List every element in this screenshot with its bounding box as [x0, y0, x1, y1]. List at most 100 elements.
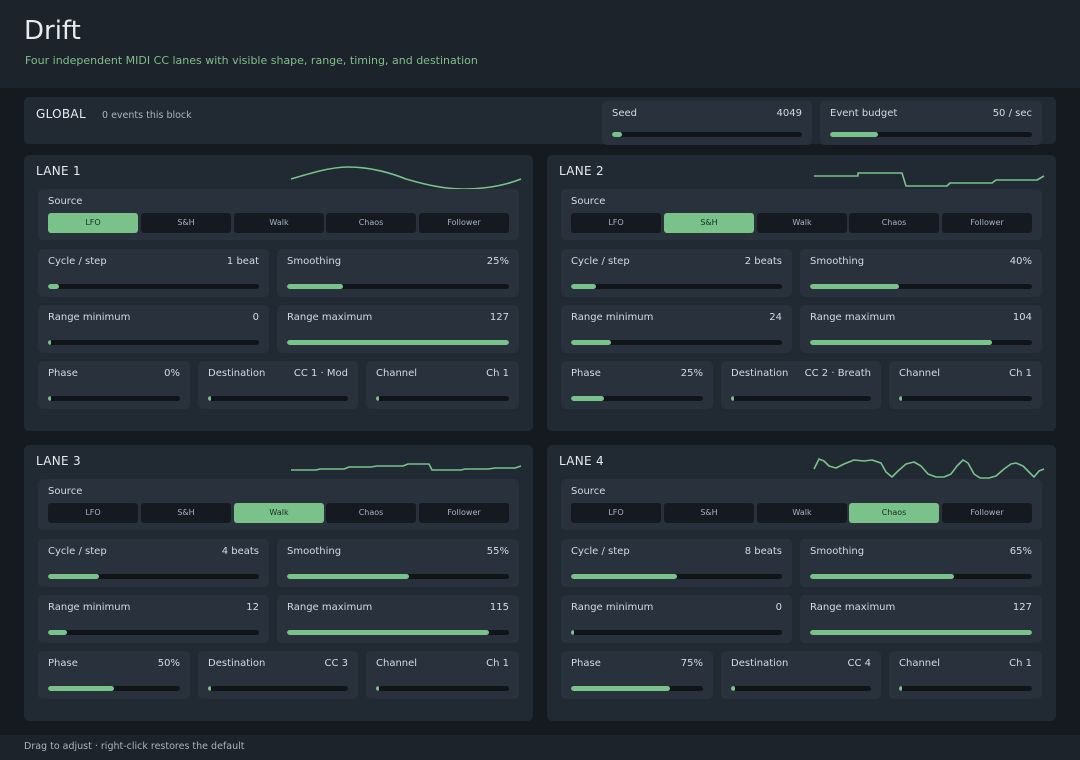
lane-3-phase-slider[interactable]: Phase 50%: [38, 651, 190, 699]
lane-2-cycle-value: 2 beats: [744, 256, 782, 267]
lane-3-cycle-track[interactable]: [48, 574, 259, 579]
lane-4-destination-track[interactable]: [731, 686, 871, 691]
lane-3-cycle-slider[interactable]: Cycle / step 4 beats: [38, 539, 269, 587]
lane-2-cycle-slider[interactable]: Cycle / step 2 beats: [561, 249, 792, 297]
lane-4-range-max-track[interactable]: [810, 630, 1032, 635]
lane-2-channel-slider[interactable]: Channel Ch 1: [889, 361, 1042, 409]
lane-4-source-follower-button[interactable]: Follower: [942, 503, 1032, 523]
lane-1-smoothing-slider[interactable]: Smoothing 25%: [277, 249, 519, 297]
lane-4-source-lfo-button[interactable]: LFO: [571, 503, 661, 523]
lane-2-range-min-slider[interactable]: Range minimum 24: [561, 305, 792, 353]
lane-1-phase-slider[interactable]: Phase 0%: [38, 361, 190, 409]
lane-1-source-sh-button[interactable]: S&H: [141, 213, 231, 233]
lane-1-range-min-slider[interactable]: Range minimum 0: [38, 305, 269, 353]
lane-1-source-lfo-button[interactable]: LFO: [48, 213, 138, 233]
lane-4-source-chaos-button[interactable]: Chaos: [849, 503, 939, 523]
lane-1-destination-slider[interactable]: Destination CC 1 · Mod: [198, 361, 358, 409]
lane-1-channel-track[interactable]: [376, 396, 509, 401]
lane-1-range-max-track[interactable]: [287, 340, 509, 345]
lane-4-channel-slider[interactable]: Channel Ch 1: [889, 651, 1042, 699]
lane-2-source-chaos-button[interactable]: Chaos: [849, 213, 939, 233]
lane-1-range-min-track[interactable]: [48, 340, 259, 345]
lane-3-channel-slider[interactable]: Channel Ch 1: [366, 651, 519, 699]
lane-4-smoothing-slider[interactable]: Smoothing 65%: [800, 539, 1042, 587]
lane-3-source-sh-button[interactable]: S&H: [141, 503, 231, 523]
lane-2-destination-track[interactable]: [731, 396, 871, 401]
lane-4-smoothing-label: Smoothing: [810, 546, 865, 557]
lane-3-source-lfo-button[interactable]: LFO: [48, 503, 138, 523]
lane-4-phase-track[interactable]: [571, 686, 703, 691]
lane-3-destination-slider[interactable]: Destination CC 3: [198, 651, 358, 699]
lane-3-phase-track[interactable]: [48, 686, 180, 691]
lane-4-destination-slider[interactable]: Destination CC 4: [721, 651, 881, 699]
lane-3-phase-label: Phase: [48, 658, 78, 669]
lane-4-source-selector: Source LFO S&H Walk Chaos Follower: [561, 479, 1042, 530]
lane-3-destination-value: CC 3: [324, 658, 348, 669]
global-label: GLOBAL: [36, 107, 86, 121]
lane-3-range-min-label: Range minimum: [48, 602, 131, 613]
lane-2-source-sh-button[interactable]: S&H: [664, 213, 754, 233]
lane-3-range-min-track[interactable]: [48, 630, 259, 635]
lane-2-waveform-preview: [814, 172, 1045, 187]
lane-1-smoothing-track[interactable]: [287, 284, 509, 289]
lane-4-range-min-fill: [571, 630, 574, 635]
lane-2-smoothing-track[interactable]: [810, 284, 1032, 289]
lane-3-range-max-slider[interactable]: Range maximum 115: [277, 595, 519, 643]
lane-4-range-min-track[interactable]: [571, 630, 782, 635]
lane-1-channel-slider[interactable]: Channel Ch 1: [366, 361, 519, 409]
lane-2-range-max-value: 104: [1012, 312, 1032, 323]
lane-2-smoothing-slider[interactable]: Smoothing 40%: [800, 249, 1042, 297]
lane-4-smoothing-track[interactable]: [810, 574, 1032, 579]
lane-2-range-min-track[interactable]: [571, 340, 782, 345]
lane-1-range-min-value: 0: [252, 312, 259, 323]
lane-3-smoothing-track[interactable]: [287, 574, 509, 579]
lane-1-range-max-slider[interactable]: Range maximum 127: [277, 305, 519, 353]
app-subtitle: Four independent MIDI CC lanes with visi…: [25, 54, 478, 67]
event-budget-slider[interactable]: Event budget 50 / sec: [820, 101, 1042, 145]
seed-track[interactable]: [612, 132, 802, 137]
lane-3-destination-track[interactable]: [208, 686, 348, 691]
lane-2-source-walk-button[interactable]: Walk: [757, 213, 847, 233]
lane-1-channel-label: Channel: [376, 368, 418, 379]
lane-3-range-max-label: Range maximum: [287, 602, 373, 613]
lane-3-destination-label: Destination: [208, 658, 266, 669]
lane-3-channel-track[interactable]: [376, 686, 509, 691]
lane-3-source-walk-button[interactable]: Walk: [234, 503, 324, 523]
event-budget-value: 50 / sec: [992, 108, 1032, 119]
lane-2-destination-slider[interactable]: Destination CC 2 · Breath: [721, 361, 881, 409]
seed-slider[interactable]: Seed 4049: [602, 101, 812, 145]
lane-4-source-walk-button[interactable]: Walk: [757, 503, 847, 523]
lane-4-range-min-slider[interactable]: Range minimum 0: [561, 595, 792, 643]
lane-3-range-max-track[interactable]: [287, 630, 509, 635]
lane-4-cycle-track[interactable]: [571, 574, 782, 579]
event-budget-track[interactable]: [830, 132, 1032, 137]
lane-3-source-follower-button[interactable]: Follower: [419, 503, 509, 523]
lane-4-channel-track[interactable]: [899, 686, 1032, 691]
lane-3-phase-value: 50%: [157, 658, 180, 669]
lane-2-range-max-track[interactable]: [810, 340, 1032, 345]
lane-3-smoothing-slider[interactable]: Smoothing 55%: [277, 539, 519, 587]
lane-1-source-chaos-button[interactable]: Chaos: [326, 213, 416, 233]
lane-2-panel: LANE 2 Source LFO S&H Walk Chaos Follower Cy…: [547, 155, 1056, 431]
lane-2-channel-track[interactable]: [899, 396, 1032, 401]
lane-2-source-follower-button[interactable]: Follower: [942, 213, 1032, 233]
lane-3-source-chaos-button[interactable]: Chaos: [326, 503, 416, 523]
lane-1-source-follower-button[interactable]: Follower: [419, 213, 509, 233]
lane-2-source-lfo-button[interactable]: LFO: [571, 213, 661, 233]
lane-4-cycle-slider[interactable]: Cycle / step 8 beats: [561, 539, 792, 587]
lane-2-cycle-track[interactable]: [571, 284, 782, 289]
lane-2-range-min-fill: [571, 340, 611, 345]
lane-4-phase-slider[interactable]: Phase 75%: [561, 651, 713, 699]
lane-4-range-max-slider[interactable]: Range maximum 127: [800, 595, 1042, 643]
lane-1-phase-track[interactable]: [48, 396, 180, 401]
lane-4-source-sh-button[interactable]: S&H: [664, 503, 754, 523]
lane-2-phase-track[interactable]: [571, 396, 703, 401]
lane-1-cycle-slider[interactable]: Cycle / step 1 beat: [38, 249, 269, 297]
lane-1-destination-track[interactable]: [208, 396, 348, 401]
lane-1-cycle-track[interactable]: [48, 284, 259, 289]
lane-2-phase-slider[interactable]: Phase 25%: [561, 361, 713, 409]
lane-1-source-walk-button[interactable]: Walk: [234, 213, 324, 233]
lane-3-range-min-slider[interactable]: Range minimum 12: [38, 595, 269, 643]
lane-2-smoothing-value: 40%: [1009, 256, 1032, 267]
lane-2-range-max-slider[interactable]: Range maximum 104: [800, 305, 1042, 353]
